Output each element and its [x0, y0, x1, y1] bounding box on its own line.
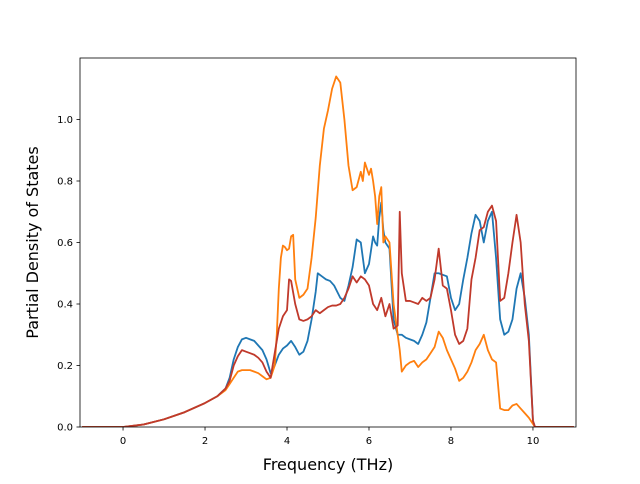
series-line-2	[82, 75, 574, 427]
y-tick-label: 0.0	[57, 423, 73, 434]
series-line-1	[82, 201, 574, 427]
x-tick-label: 2	[202, 436, 208, 447]
y-axis-label: Partial Density of States	[23, 146, 42, 338]
y-tick-label: 0.8	[57, 177, 73, 188]
y-tick-label: 0.6	[57, 238, 73, 249]
y-tick-label: 0.4	[57, 300, 73, 311]
x-axis-label: Frequency (THz)	[263, 455, 393, 474]
series-layer	[82, 75, 574, 427]
x-tick-label: 8	[448, 436, 454, 447]
y-tick-label: 1.0	[57, 115, 73, 126]
x-tick-label: 10	[527, 436, 540, 447]
x-axis-ticks: 0 2 4 6 8 10	[120, 427, 539, 447]
x-tick-label: 6	[366, 436, 372, 447]
x-tick-label: 0	[120, 436, 126, 447]
x-tick-label: 4	[284, 436, 290, 447]
y-tick-label: 0.2	[57, 361, 73, 372]
y-axis-ticks: 0.0 0.2 0.4 0.6 0.8 1.0	[57, 115, 80, 434]
series-line-3	[82, 204, 574, 427]
